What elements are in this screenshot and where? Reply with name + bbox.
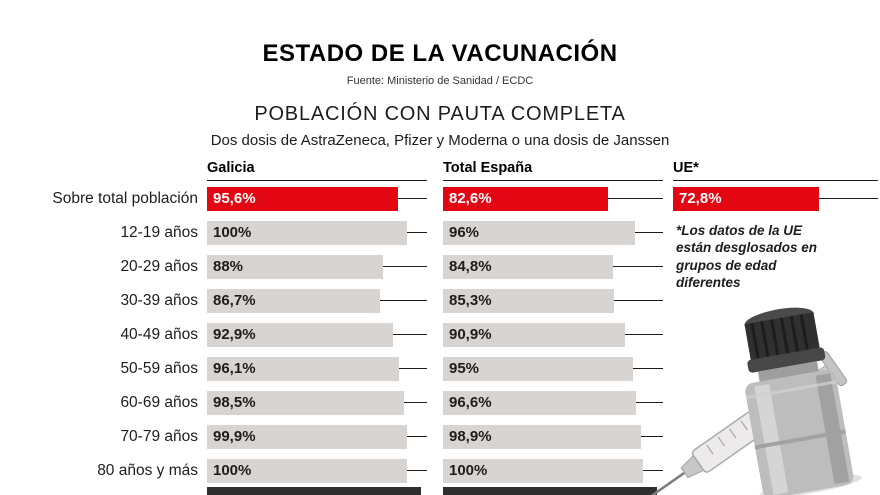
section-title: POBLACIÓN CON PAUTA COMPLETA <box>254 103 626 125</box>
next-section-bar-partial <box>443 487 657 495</box>
row-label: 60-69 años <box>120 394 198 411</box>
bar-value: 85,3% <box>449 292 492 309</box>
bar-cell: 84,8% <box>443 250 663 284</box>
chart-row: 50-59 años 96,1% 95% <box>0 352 880 386</box>
bar: 88% <box>207 255 383 279</box>
bar-cell: 99,9% <box>207 420 427 454</box>
column-header: Total España <box>443 160 663 181</box>
bar: 96,1% <box>207 357 400 381</box>
page-title: ESTADO DE LA VACUNACIÓN <box>262 40 618 67</box>
bar-cell: 98,5% <box>207 386 427 420</box>
bar-cell: 100% <box>207 454 427 488</box>
bar-value: 96,1% <box>213 360 256 377</box>
row-label: 40-49 años <box>120 326 198 343</box>
bar: 92,9% <box>207 323 393 347</box>
bar-value: 100% <box>449 462 488 479</box>
section-description: Dos dosis de AstraZeneca, Pfizer y Moder… <box>210 132 670 149</box>
chart-row: 70-79 años 99,9% 98,9% <box>0 420 880 454</box>
bar-value: 98,5% <box>213 394 256 411</box>
chart-row: 60-69 años 98,5% 96,6% <box>0 386 880 420</box>
row-label: Sobre total población <box>52 190 198 207</box>
bar-cell: 95% <box>443 352 663 386</box>
syringe-vial-image <box>643 307 862 495</box>
bar-value: 86,7% <box>213 292 256 309</box>
bar: 100% <box>443 459 643 483</box>
bar-value: 82,6% <box>449 190 492 207</box>
bar: 100% <box>207 221 407 245</box>
bar-cell: 92,9% <box>207 318 427 352</box>
row-label: 50-59 años <box>120 360 198 377</box>
bar-cell: 96,1% <box>207 352 427 386</box>
bar-value: 99,9% <box>213 428 256 445</box>
bar-cell: 90,9% <box>443 318 663 352</box>
vaccine-vial-icon <box>744 307 862 495</box>
bar-value: 88% <box>213 258 244 275</box>
bar-value: 84,8% <box>449 258 492 275</box>
bar: 98,9% <box>443 425 641 449</box>
header: ESTADO DE LA VACUNACIÓN Fuente: Minister… <box>0 0 880 149</box>
chart-rows: Sobre total población 95,6% 82,6% 72,8% 12-1… <box>0 182 880 488</box>
bar: 100% <box>207 459 407 483</box>
chart-row: 12-19 años 100% 96% <box>0 216 880 250</box>
bar-cell: 98,9% <box>443 420 663 454</box>
bar-value: 100% <box>213 224 252 241</box>
bar-value: 92,9% <box>213 326 256 343</box>
chart-row: Sobre total población 95,6% 82,6% 72,8% <box>0 182 880 216</box>
bar-cell: 100% <box>443 454 663 488</box>
bar: 96% <box>443 221 635 245</box>
next-section-bar-partial <box>207 487 421 495</box>
bar-value: 95,6% <box>213 190 256 207</box>
column-headers: Galicia Total España UE* <box>0 160 880 182</box>
row-label: 80 años y más <box>97 462 198 479</box>
bar: 98,5% <box>207 391 404 415</box>
bar: 84,8% <box>443 255 613 279</box>
bar-value: 96% <box>449 224 480 241</box>
column-header: UE* <box>673 160 878 181</box>
bar-cell: 88% <box>207 250 427 284</box>
chart-row: 40-49 años 92,9% 90,9% <box>0 318 880 352</box>
bar-value: 72,8% <box>679 190 722 207</box>
bar-cell: 96% <box>443 216 663 250</box>
row-label: 12-19 años <box>120 224 198 241</box>
bar: 95% <box>443 357 633 381</box>
bar-cell: 96,6% <box>443 386 663 420</box>
bar-cell: 85,3% <box>443 284 663 318</box>
bar-cell: 82,6% <box>443 182 663 216</box>
bar-value: 90,9% <box>449 326 492 343</box>
bar: 72,8% <box>673 187 819 211</box>
bar-cell: 72,8% <box>673 182 878 216</box>
bar-value: 95% <box>449 360 480 377</box>
bar-value: 98,9% <box>449 428 492 445</box>
bar: 86,7% <box>207 289 381 313</box>
ue-note: *Los datos de la UE están desglosados en… <box>676 223 818 290</box>
chart-row: 30-39 años 86,7% 85,3% <box>0 284 880 318</box>
bar: 82,6% <box>443 187 609 211</box>
column-header: Galicia <box>207 160 427 181</box>
bar-cell: 86,7% <box>207 284 427 318</box>
bar-cell: 100% <box>207 216 427 250</box>
bar: 99,9% <box>207 425 407 449</box>
row-label: 20-29 años <box>120 258 198 275</box>
bar-cell: 95,6% <box>207 182 427 216</box>
source-text: Fuente: Ministerio de Sanidad / ECDC <box>346 75 534 87</box>
bar-value: 96,6% <box>449 394 492 411</box>
bar-value: 100% <box>213 462 252 479</box>
row-label: 30-39 años <box>120 292 198 309</box>
chart-row: 20-29 años 88% 84,8% <box>0 250 880 284</box>
bar: 95,6% <box>207 187 399 211</box>
chart-row: 80 años y más 100% 100% <box>0 454 880 488</box>
bar: 90,9% <box>443 323 625 347</box>
row-label: 70-79 años <box>120 428 198 445</box>
bar: 96,6% <box>443 391 637 415</box>
bar: 85,3% <box>443 289 614 313</box>
